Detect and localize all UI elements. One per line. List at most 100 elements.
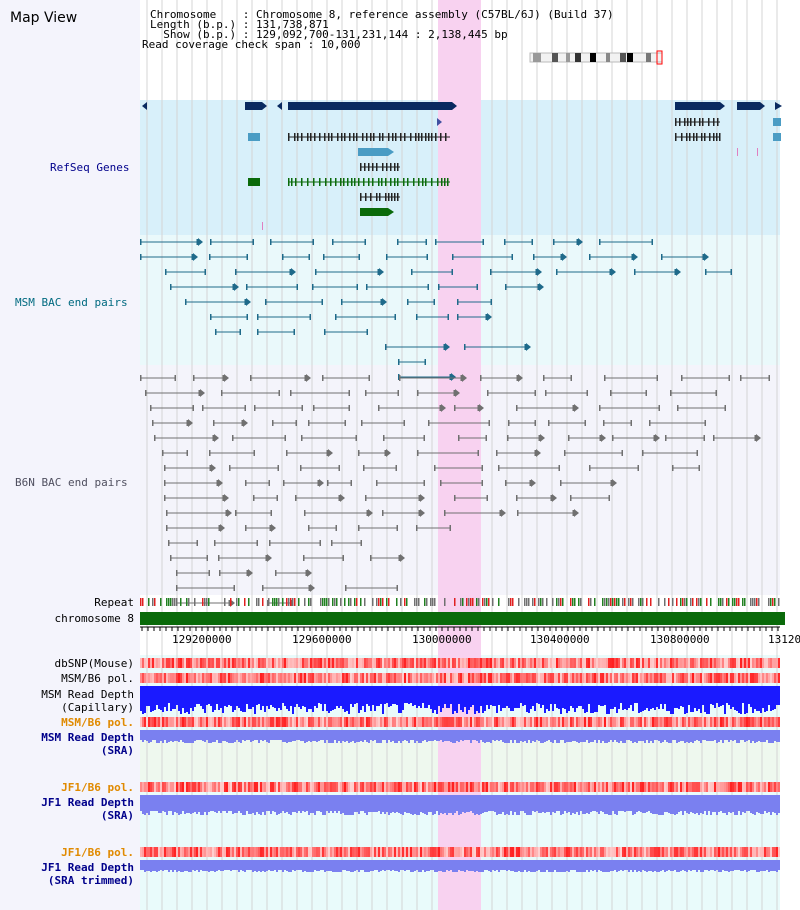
- read-depth-bar: [644, 686, 646, 710]
- b6n-bac-pairs-label[interactable]: B6N BAC end pairs: [15, 476, 128, 489]
- jf1-read-depth-label[interactable]: JF1 Read Depth (SRA): [41, 796, 134, 822]
- polymorphism-cell: [212, 658, 214, 668]
- repeat-element: [230, 598, 232, 606]
- jf1-b6-pol-label[interactable]: JF1/B6 pol.: [61, 781, 134, 794]
- gene-exon: [713, 133, 715, 141]
- polymorphism-cell: [600, 782, 602, 792]
- polymorphism-cell: [368, 658, 370, 668]
- polymorphism-cell: [504, 717, 506, 727]
- show-range-info: Show (b.p.) : 129,092,700-131,231,144 : …: [150, 28, 508, 41]
- polymorphism-cell: [520, 673, 522, 683]
- polymorphism-cell: [336, 717, 338, 727]
- read-depth-bar: [768, 795, 770, 812]
- polymorphism-cell: [512, 717, 514, 727]
- polymorphism-cell: [614, 717, 616, 727]
- polymorphism-cell: [432, 673, 434, 683]
- read-depth-bar: [674, 686, 676, 708]
- repeat-element: [774, 598, 776, 606]
- refseq-genes-label[interactable]: RefSeq Genes: [50, 161, 130, 174]
- b6n-bac-pairs-track[interactable]: [140, 374, 770, 607]
- read-depth-bar: [168, 795, 170, 811]
- polymorphism-cell: [574, 658, 576, 668]
- polymorphism-cell: [432, 782, 434, 792]
- polymorphism-cell: [158, 673, 160, 683]
- read-depth-bar: [396, 686, 398, 705]
- msm-bac-pairs-label[interactable]: MSM BAC end pairs: [15, 296, 128, 309]
- polymorphism-tracks[interactable]: [140, 658, 780, 857]
- msm-bac-pair-end: [265, 299, 267, 305]
- repeat-element: [650, 598, 652, 606]
- polymorphism-cell: [196, 658, 198, 668]
- polymorphism-cell: [422, 673, 424, 683]
- polymorphism-cell: [764, 847, 766, 857]
- read-depth-bar: [278, 795, 280, 814]
- read-depth-bar: [264, 730, 266, 740]
- read-depth-bar: [750, 795, 752, 813]
- length-info: Length (b.p.) : 131,738,871: [150, 18, 329, 31]
- read-depth-bar: [334, 795, 336, 811]
- msm-read-depth-sra-label[interactable]: MSM Read Depth (SRA): [41, 731, 134, 757]
- polymorphism-cell: [692, 673, 694, 683]
- read-depth-bar: [584, 795, 586, 814]
- read-depth-bar: [688, 730, 690, 743]
- read-depth-bar: [616, 795, 618, 815]
- read-depth-bar: [248, 795, 250, 814]
- polymorphism-cell: [322, 782, 324, 792]
- read-depth-bar: [294, 860, 296, 871]
- msm-read-depth-capillary-label[interactable]: MSM Read Depth (Capillary): [41, 688, 134, 714]
- jf1-b6-pol-trimmed-label[interactable]: JF1/B6 pol.: [61, 846, 134, 859]
- b6n-bac-pair-end: [642, 450, 644, 456]
- jf1-read-depth-trimmed-label[interactable]: JF1 Read Depth (SRA trimmed): [41, 861, 134, 887]
- refseq-genes-track[interactable]: [142, 102, 782, 230]
- read-depth-bar: [142, 730, 144, 742]
- polymorphism-cell: [166, 847, 168, 857]
- polymorphism-cell: [646, 673, 648, 683]
- polymorphism-cell: [632, 847, 634, 857]
- polymorphism-cell: [238, 658, 240, 668]
- chromosome-ideogram[interactable]: [529, 50, 663, 65]
- polymorphism-cell: [418, 673, 420, 683]
- polymorphism-cell: [690, 673, 692, 683]
- polymorphism-cell: [342, 673, 344, 683]
- read-depth-bar: [158, 860, 160, 871]
- b6n-bac-pair-end: [417, 390, 419, 396]
- polymorphism-cell: [456, 673, 458, 683]
- read-depth-bar: [178, 860, 180, 871]
- read-depth-bar: [562, 795, 564, 814]
- read-depth-bar: [624, 686, 626, 709]
- read-depth-tracks[interactable]: [140, 686, 780, 872]
- polymorphism-cell: [160, 847, 162, 857]
- read-depth-bar: [372, 686, 374, 705]
- gene-exon: [713, 118, 715, 126]
- polymorphism-cell: [700, 847, 702, 857]
- read-depth-bar: [520, 860, 522, 872]
- polymorphism-cell: [444, 847, 446, 857]
- gene-exon: [366, 133, 368, 141]
- msm-bac-pairs-track[interactable]: [140, 238, 732, 381]
- polymorphism-cell: [466, 847, 468, 857]
- repeat-element: [540, 598, 542, 606]
- polymorphism-cell: [446, 782, 448, 792]
- read-depth-bar: [434, 730, 436, 740]
- b6n-bac-pair-end: [586, 390, 588, 396]
- polymorphism-cell: [608, 673, 610, 683]
- polymorphism-cell: [628, 658, 630, 668]
- polymorphism-cell: [362, 673, 364, 683]
- msm-b6-pol-label[interactable]: MSM/B6 pol.: [61, 672, 134, 685]
- polymorphism-cell: [646, 658, 648, 668]
- read-depth-bar: [426, 730, 428, 742]
- read-depth-bar: [360, 860, 362, 870]
- polymorphism-cell: [212, 673, 214, 683]
- repeat-track[interactable]: [140, 598, 780, 606]
- read-depth-bar: [364, 686, 366, 712]
- polymorphism-cell: [276, 782, 278, 792]
- msm-b6-pol-sra-label[interactable]: MSM/B6 pol.: [61, 716, 134, 729]
- read-depth-bar: [332, 686, 334, 710]
- polymorphism-cell: [768, 673, 770, 683]
- dbsnp-label[interactable]: dbSNP(Mouse): [54, 657, 134, 670]
- axis-tick-label: 129600000: [292, 633, 352, 646]
- read-depth-bar: [502, 795, 504, 812]
- read-depth-bar: [156, 860, 158, 872]
- read-depth-bar: [180, 860, 182, 872]
